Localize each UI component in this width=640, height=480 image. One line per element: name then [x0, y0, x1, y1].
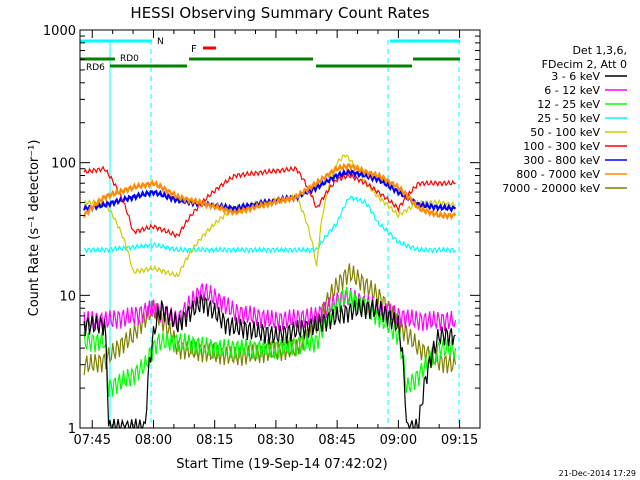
series-line	[83, 294, 456, 430]
chart-title: HESSI Observing Summary Count Rates	[130, 4, 429, 22]
x-tick-label: 07:45	[74, 433, 111, 448]
legend-label: 800 - 7000 keV	[516, 168, 600, 181]
legend-label: 25 - 50 keV	[537, 112, 600, 125]
y-tick-label: 10	[59, 289, 76, 304]
state-flags: N F RD0 RD6	[80, 37, 460, 73]
series-line	[83, 286, 457, 398]
rd0-flag-label: RD0	[120, 54, 139, 64]
x-axis: 07:45 08:00 08:15 08:30 08:45 09:00 09:15	[74, 30, 481, 448]
x-tick-label: 08:15	[196, 433, 233, 448]
x-tick-label: 09:15	[441, 433, 478, 448]
series-line	[83, 165, 456, 239]
y-tick-label: 1	[68, 422, 76, 437]
legend-label: 50 - 100 keV	[530, 126, 600, 139]
legend-label: 12 - 25 keV	[537, 98, 600, 111]
y-tick-label: 100	[51, 157, 76, 172]
legend-label: 3 - 6 keV	[551, 70, 600, 83]
series-line	[83, 163, 457, 221]
plot-date: 21-Dec-2014 17:29	[559, 469, 636, 478]
series-line	[83, 283, 457, 332]
series-line	[83, 195, 457, 254]
legend-label: 7000 - 20000 keV	[502, 182, 600, 195]
legend-header: Det 1,3,6,	[572, 44, 627, 57]
y-axis: 1 10 100 1000	[43, 24, 480, 437]
flare-flag-label: F	[191, 44, 197, 55]
x-tick-label: 08:00	[135, 433, 172, 448]
night-flag-label: N	[157, 37, 164, 47]
legend-header: FDecim 2, Att 0	[542, 58, 627, 71]
rd6-flag-label: RD6	[86, 63, 105, 73]
legend-label: 6 - 12 keV	[544, 84, 600, 97]
plot-frame	[79, 29, 481, 429]
plot-area: N F RD0 RD6	[80, 37, 460, 430]
series-line	[83, 168, 457, 214]
x-tick-label: 08:45	[318, 433, 355, 448]
x-tick-label: 08:30	[257, 433, 294, 448]
y-axis-label: Count Rate (s⁻¹ detector⁻¹)	[27, 140, 42, 317]
legend-label: 100 - 300 keV	[523, 140, 600, 153]
x-axis-label: Start Time (19-Sep-14 07:42:02)	[176, 457, 387, 472]
x-tick-label: 09:00	[380, 433, 417, 448]
y-tick-label: 1000	[43, 24, 76, 39]
legend-label: 300 - 800 keV	[523, 154, 600, 167]
